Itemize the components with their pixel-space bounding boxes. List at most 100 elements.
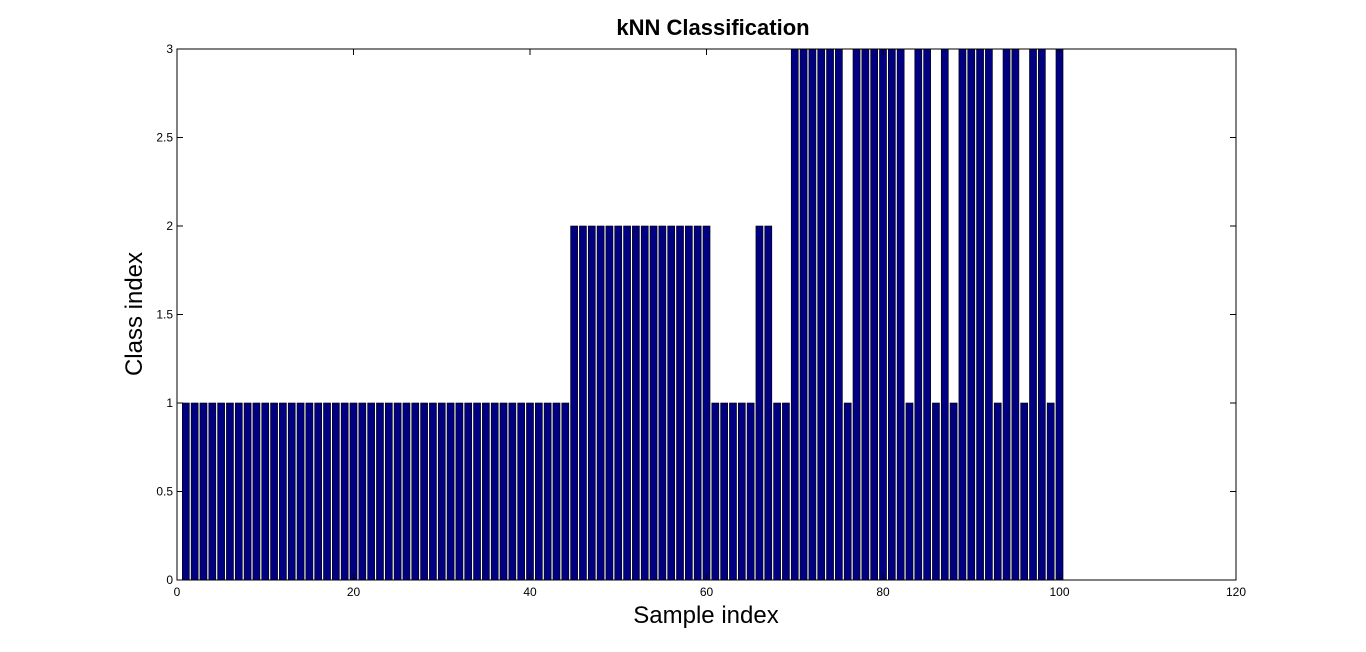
bar-19 — [340, 402, 349, 581]
bar-26 — [402, 402, 411, 581]
x-tick-label: 0 — [174, 585, 181, 599]
bar-75 — [835, 48, 843, 581]
x-tick-label: 60 — [700, 585, 714, 599]
bar-62 — [720, 402, 728, 581]
bar-48 — [596, 225, 605, 581]
bar-42 — [543, 402, 552, 581]
bar-92 — [985, 48, 993, 581]
bar-34 — [473, 402, 481, 581]
bar-52 — [632, 225, 640, 581]
bar-32 — [455, 402, 464, 581]
y-tick-label: 1 — [166, 396, 173, 410]
bar-86 — [932, 402, 940, 581]
bar-13 — [287, 402, 296, 581]
bar-61 — [711, 402, 720, 581]
bar-99 — [1046, 402, 1055, 581]
bar-39 — [517, 402, 526, 581]
bar-96 — [1020, 402, 1029, 581]
y-tick-label: 2.5 — [156, 131, 173, 145]
x-tick-label: 20 — [347, 585, 361, 599]
y-tick-label: 2 — [166, 219, 173, 233]
bar-63 — [729, 402, 737, 581]
x-tick-label: 80 — [876, 585, 890, 599]
bar-70 — [790, 48, 799, 581]
bar-87 — [940, 48, 949, 581]
bar-100 — [1055, 48, 1064, 581]
bar-22 — [367, 402, 375, 581]
bar-1 — [181, 402, 190, 581]
bar-97 — [1029, 48, 1037, 581]
bar-11 — [270, 402, 278, 581]
bar-35 — [482, 402, 490, 581]
x-tick-label: 100 — [1049, 585, 1069, 599]
bar-71 — [799, 48, 808, 581]
bar-57 — [676, 225, 684, 581]
bar-40 — [526, 402, 534, 581]
bar-27 — [411, 402, 420, 581]
bar-23 — [376, 402, 384, 581]
bar-95 — [1011, 48, 1020, 581]
bar-74 — [826, 48, 834, 581]
bar-69 — [782, 402, 790, 581]
bar-9 — [252, 402, 261, 581]
bar-24 — [384, 402, 393, 581]
bar-41 — [534, 402, 543, 581]
bar-45 — [570, 225, 578, 581]
bar-84 — [914, 48, 923, 581]
bar-33 — [464, 402, 473, 581]
y-axis-label: Class index — [121, 252, 148, 376]
bar-85 — [923, 48, 931, 581]
bar-37 — [499, 402, 508, 581]
bar-4 — [208, 402, 217, 581]
bars-group — [181, 48, 1064, 581]
bar-91 — [976, 48, 984, 581]
bar-88 — [949, 402, 958, 581]
bar-2 — [190, 402, 199, 581]
bar-51 — [623, 225, 631, 581]
bar-90 — [967, 48, 976, 581]
bar-80 — [879, 48, 887, 581]
bar-98 — [1038, 48, 1046, 581]
bar-17 — [323, 402, 331, 581]
x-tick-label: 40 — [523, 585, 537, 599]
bar-43 — [552, 402, 561, 581]
bar-49 — [605, 225, 614, 581]
bar-30 — [437, 402, 446, 581]
x-axis-label: Sample index — [633, 602, 778, 629]
y-tick-label: 3 — [166, 42, 173, 56]
bar-25 — [393, 402, 402, 581]
bar-78 — [861, 48, 870, 581]
bar-67 — [764, 225, 773, 581]
bar-20 — [349, 402, 358, 581]
bar-76 — [843, 402, 852, 581]
bar-59 — [693, 225, 702, 581]
bar-7 — [234, 402, 243, 581]
bar-83 — [905, 402, 914, 581]
ticks-group: 0 20 40 60 80 100 120 0 0.5 1 1.5 2 2.5 3 — [156, 42, 1246, 599]
bar-14 — [296, 402, 305, 581]
bar-29 — [429, 402, 437, 581]
x-tick-label: 120 — [1226, 585, 1246, 599]
bar-65 — [746, 402, 755, 581]
bar-79 — [870, 48, 879, 581]
bar-77 — [852, 48, 861, 581]
bar-28 — [420, 402, 428, 581]
bar-60 — [702, 225, 711, 581]
bar-58 — [685, 225, 693, 581]
bar-64 — [737, 402, 746, 581]
bar-12 — [279, 402, 287, 581]
bar-47 — [587, 225, 596, 581]
bar-82 — [896, 48, 905, 581]
bar-16 — [314, 402, 323, 581]
bar-3 — [199, 402, 208, 581]
bar-89 — [958, 48, 967, 581]
bar-53 — [640, 225, 649, 581]
bar-73 — [817, 48, 826, 581]
bar-5 — [217, 402, 225, 581]
y-tick-label: 0.5 — [156, 485, 173, 499]
bar-31 — [446, 402, 455, 581]
bar-94 — [1002, 48, 1011, 581]
bar-38 — [508, 402, 517, 581]
bar-18 — [332, 402, 340, 581]
